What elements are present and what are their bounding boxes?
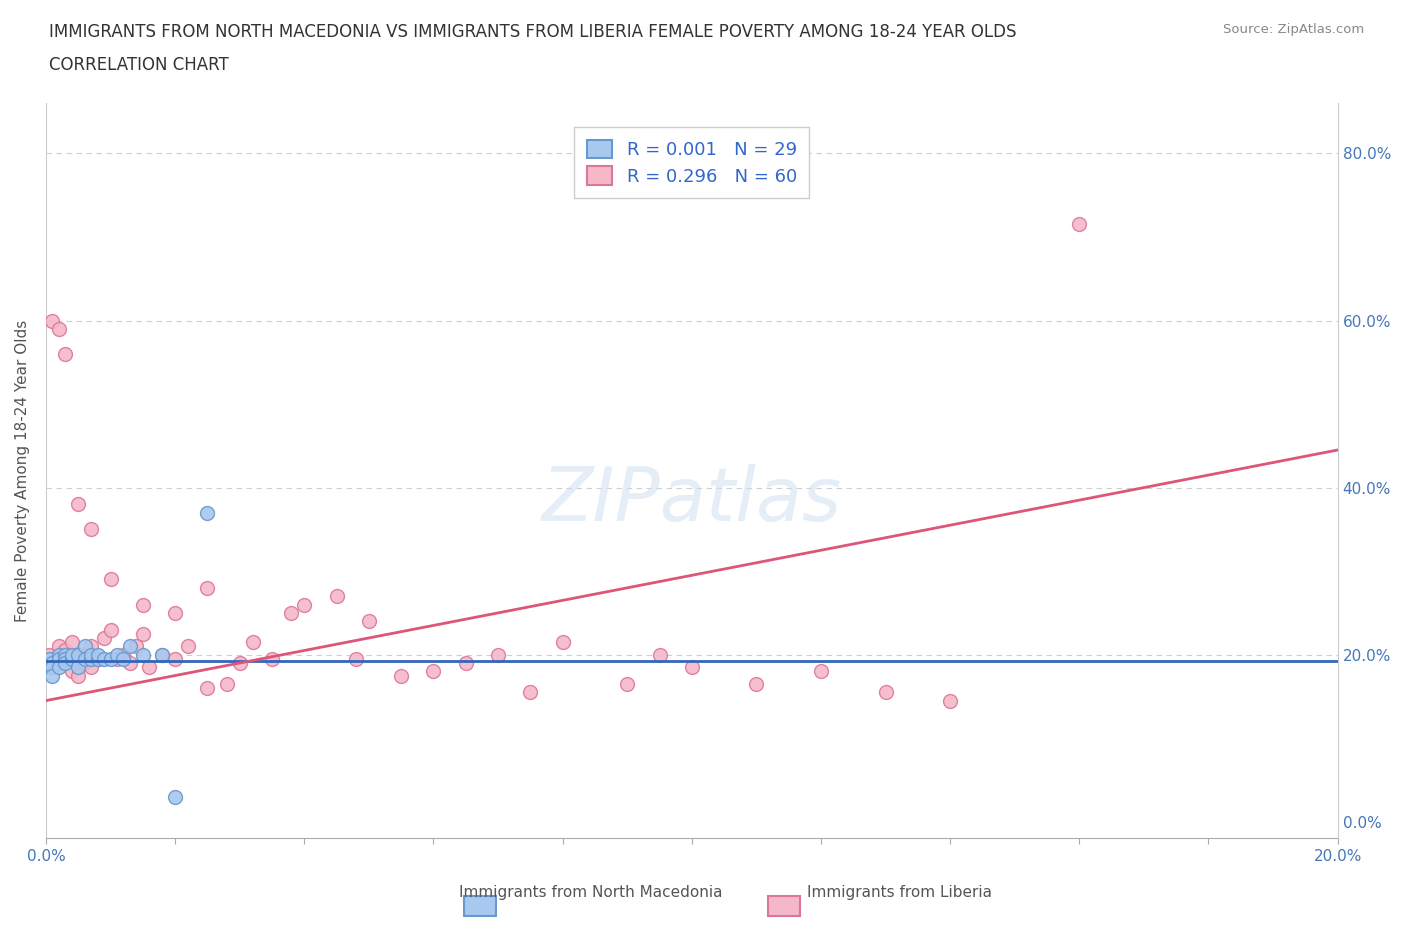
Point (48, 656, 70, 671)
Point (125, 639, 148, 654)
Point (86, 651, 108, 666)
Point (389, 668, 412, 683)
Point (197, 505, 219, 520)
Point (165, 651, 187, 666)
Point (228, 656, 250, 671)
Point (745, 676, 768, 691)
Point (165, 605, 187, 620)
Point (86, 647, 108, 662)
Point (875, 684, 897, 699)
Point (38, 647, 60, 662)
Point (454, 656, 477, 671)
Text: Immigrants from North Macedonia: Immigrants from North Macedonia (458, 885, 723, 900)
Point (132, 626, 155, 641)
Point (100, 651, 122, 666)
Point (60, 647, 83, 662)
Point (73, 639, 96, 654)
Point (41, 651, 63, 666)
Point (357, 614, 380, 629)
Point (165, 790, 187, 804)
Point (67, 497, 90, 512)
Point (80, 647, 103, 662)
Point (486, 647, 509, 662)
Point (41, 313, 63, 328)
Point (48, 647, 70, 662)
Point (80, 651, 103, 666)
Point (53, 347, 76, 362)
Text: Immigrants from Liberia: Immigrants from Liberia (807, 885, 993, 900)
Point (48, 659, 70, 674)
Point (197, 580, 219, 595)
Point (53, 651, 76, 666)
Point (551, 634, 574, 649)
Point (53, 651, 76, 666)
Point (48, 639, 70, 654)
Point (118, 656, 141, 671)
Point (118, 639, 141, 654)
Point (41, 656, 63, 671)
Point (80, 639, 103, 654)
Text: CORRELATION CHART: CORRELATION CHART (49, 56, 229, 73)
Point (41, 668, 63, 683)
Point (41, 659, 63, 674)
Point (73, 651, 96, 666)
Point (215, 676, 238, 691)
Point (93, 651, 115, 666)
Point (53, 647, 76, 662)
Point (60, 634, 83, 649)
Point (100, 572, 122, 587)
Point (38, 651, 60, 666)
Point (112, 647, 135, 662)
Point (150, 647, 173, 662)
Point (280, 605, 302, 620)
Point (616, 676, 638, 691)
Point (80, 522, 103, 537)
Point (132, 647, 155, 662)
Text: IMMIGRANTS FROM NORTH MACEDONIA VS IMMIGRANTS FROM LIBERIA FEMALE POVERTY AMONG : IMMIGRANTS FROM NORTH MACEDONIA VS IMMIG… (49, 23, 1017, 41)
Point (260, 651, 283, 666)
Point (325, 589, 347, 604)
Point (73, 647, 96, 662)
Point (60, 664, 83, 679)
Point (67, 647, 90, 662)
Point (67, 668, 90, 683)
Y-axis label: Female Poverty Among 18-24 Year Olds: Female Poverty Among 18-24 Year Olds (15, 320, 30, 622)
Point (132, 597, 155, 612)
Legend: R = 0.001   N = 29, R = 0.296   N = 60: R = 0.001 N = 29, R = 0.296 N = 60 (574, 127, 810, 198)
Point (177, 639, 200, 654)
Point (939, 693, 962, 708)
Point (1069, 217, 1091, 232)
Point (242, 634, 264, 649)
Point (112, 651, 135, 666)
Point (100, 622, 122, 637)
Point (60, 651, 83, 666)
Point (422, 664, 444, 679)
Point (105, 651, 128, 666)
Point (681, 659, 703, 674)
Text: ZIPatlas: ZIPatlas (541, 464, 842, 537)
Point (93, 631, 115, 645)
Point (292, 597, 315, 612)
Point (86, 651, 108, 666)
Point (648, 647, 671, 662)
Point (810, 664, 832, 679)
Point (67, 659, 90, 674)
Point (197, 681, 219, 696)
Text: Source: ZipAtlas.com: Source: ZipAtlas.com (1223, 23, 1364, 36)
Point (41, 659, 63, 674)
Point (105, 647, 128, 662)
Point (48, 651, 70, 666)
Point (67, 647, 90, 662)
Point (519, 684, 541, 699)
Point (48, 322, 70, 337)
Point (53, 643, 76, 658)
Point (53, 656, 76, 671)
Point (73, 656, 96, 671)
Point (150, 647, 173, 662)
Point (138, 659, 160, 674)
Point (344, 651, 367, 666)
Point (80, 659, 103, 674)
